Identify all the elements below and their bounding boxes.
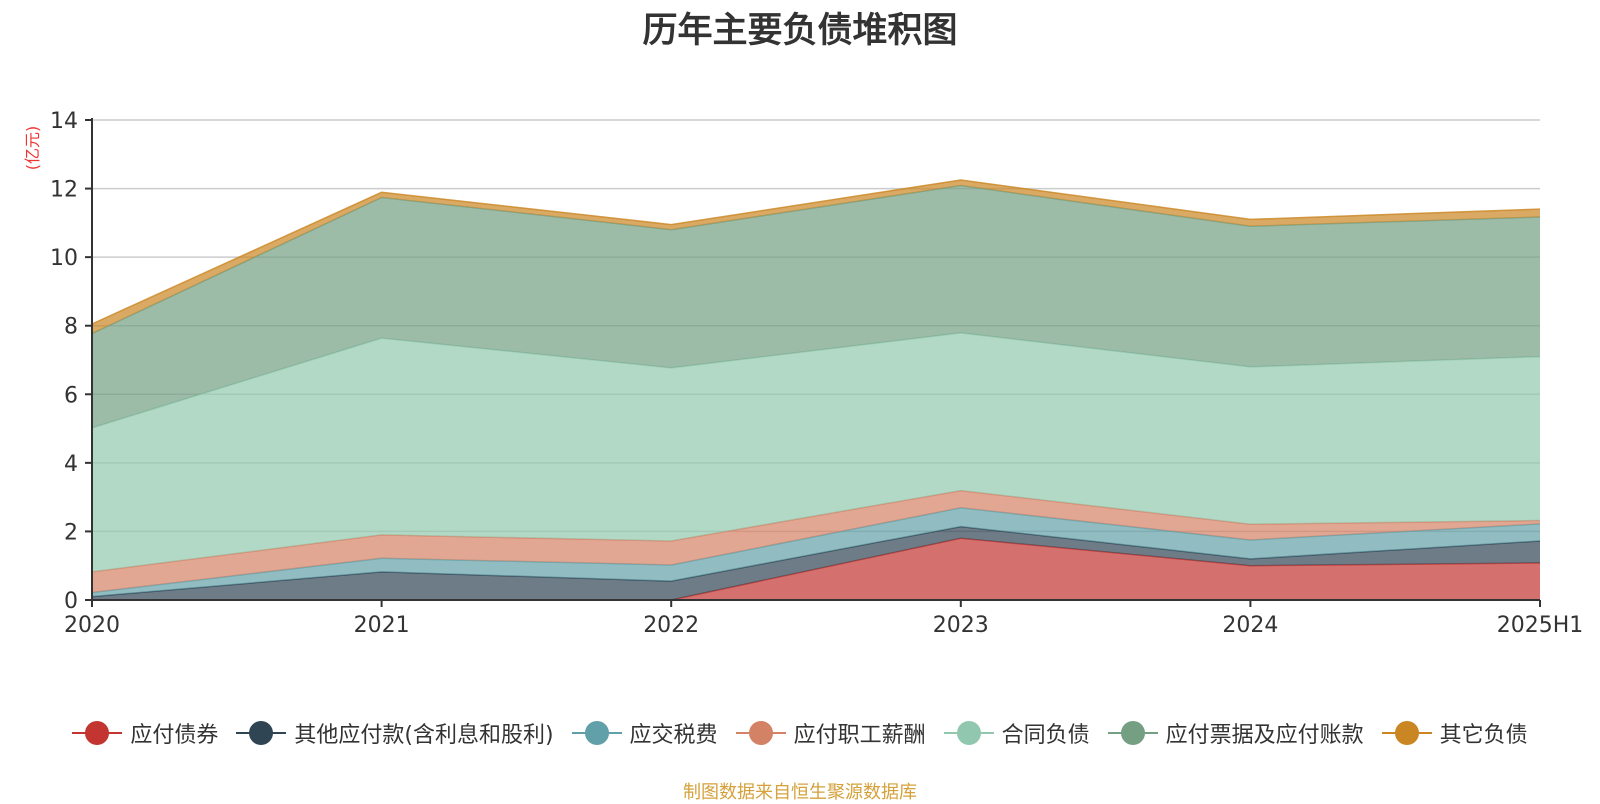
y-tick-label: 2 — [64, 520, 78, 545]
y-tick-label: 6 — [64, 383, 78, 408]
legend-item[interactable]: 应付职工薪酬 — [735, 717, 926, 749]
legend-label: 其他应付款(含利息和股利) — [294, 723, 554, 748]
legend-item[interactable]: 应付票据及应付账款 — [1107, 717, 1364, 749]
legend-marker-icon — [1381, 720, 1432, 746]
legend-item[interactable]: 合同负债 — [943, 717, 1090, 749]
x-tick-label: 2022 — [643, 613, 699, 638]
x-tick-label: 2024 — [1222, 613, 1278, 638]
legend-label: 应付票据及应付账款 — [1165, 723, 1364, 748]
legend-marker-icon — [236, 720, 287, 746]
legend-label: 合同负债 — [1001, 723, 1090, 748]
legend-label: 应交税费 — [629, 723, 718, 748]
legend-label: 其它负债 — [1439, 723, 1528, 748]
y-tick-label: 10 — [50, 246, 78, 271]
legend-label: 应付债券 — [130, 723, 219, 748]
legend-item[interactable]: 应交税费 — [571, 717, 718, 749]
area-line-6 — [91, 179, 1541, 325]
legend-item[interactable]: 其它负债 — [1381, 717, 1528, 749]
area-series-4 — [92, 332, 1540, 572]
source-note: 制图数据来自恒生聚源数据库 — [683, 782, 917, 803]
legend-marker-icon — [1107, 720, 1158, 746]
y-axis-label: (亿元) — [23, 126, 42, 171]
y-tick-label: 14 — [50, 109, 78, 134]
area-series-5 — [92, 185, 1540, 428]
legend: 应付债券 其他应付款(含利息和股利) 应交税费 应付职工薪酬 合同负债 应付票据及应付账款… — [0, 717, 1600, 749]
y-tick-label: 12 — [50, 178, 78, 203]
legend-label: 应付职工薪酬 — [793, 723, 926, 748]
y-tick-label: 0 — [64, 589, 78, 614]
legend-marker-icon — [735, 720, 786, 746]
legend-marker-icon — [72, 720, 123, 746]
x-tick-label: 2023 — [933, 613, 989, 638]
area-series-1 — [92, 526, 1540, 600]
x-tick-label: 2021 — [354, 613, 410, 638]
x-tick-label: 2020 — [64, 613, 120, 638]
area-series-2 — [92, 507, 1540, 597]
legend-item[interactable]: 其他应付款(含利息和股利) — [236, 717, 554, 749]
legend-item[interactable]: 应付债券 — [72, 717, 218, 749]
legend-marker-icon — [943, 720, 994, 746]
x-tick-label: 2025H1 — [1497, 613, 1584, 638]
y-tick-label: 8 — [64, 315, 78, 340]
legend-marker-icon — [571, 720, 622, 746]
y-tick-label: 4 — [64, 452, 78, 477]
chart-title: 历年主要负债堆积图 — [642, 11, 958, 51]
